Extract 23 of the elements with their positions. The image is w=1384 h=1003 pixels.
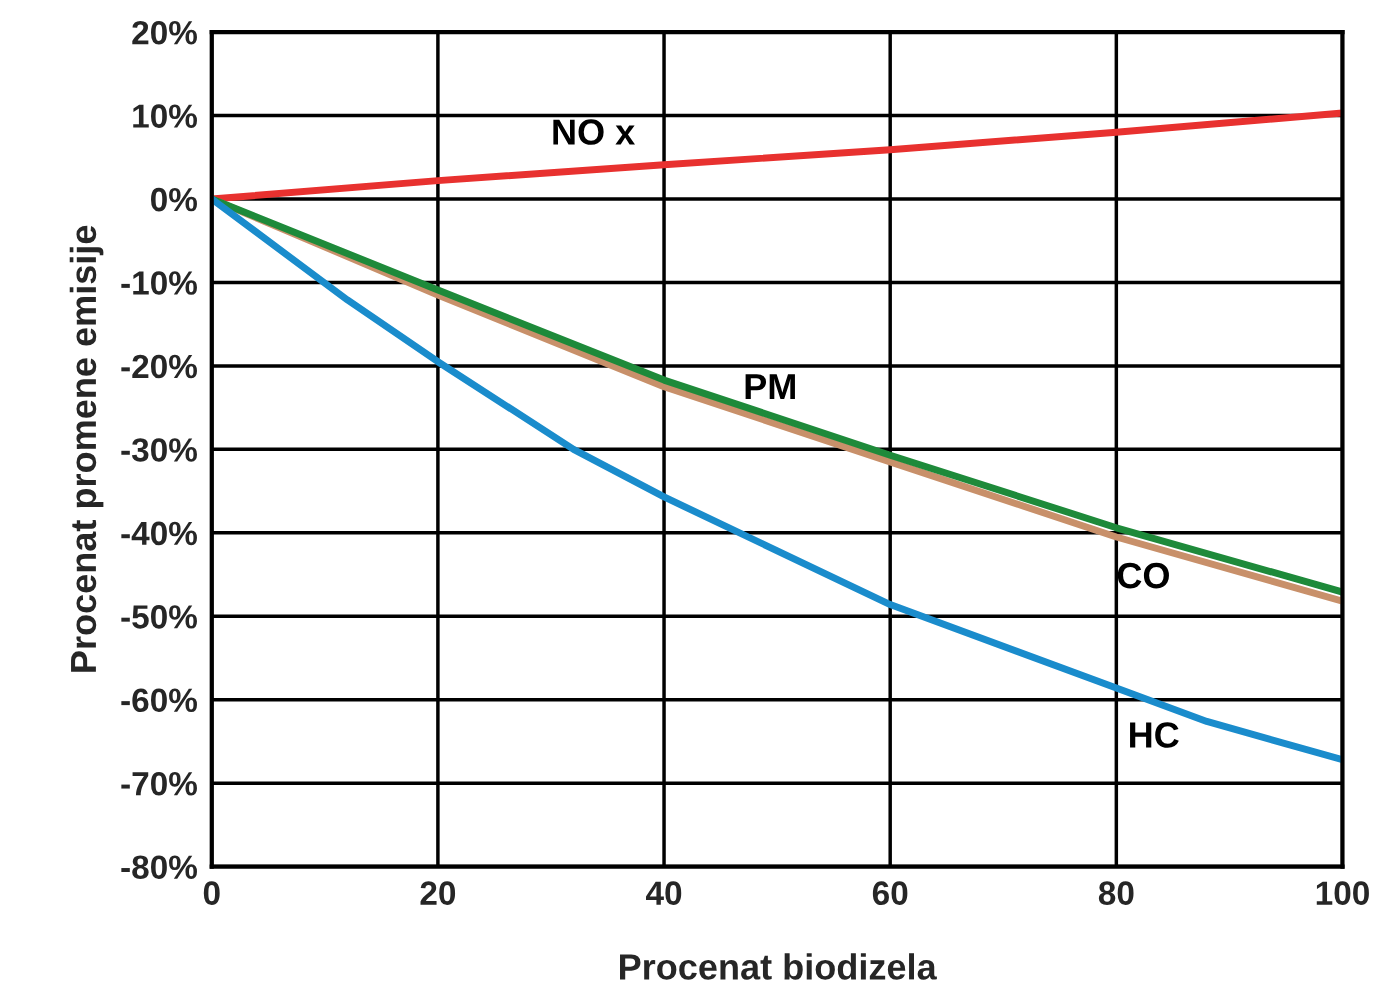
y-tick-label: -40% xyxy=(121,521,197,546)
series-label: PM xyxy=(745,374,795,400)
y-tick-label: 20% xyxy=(132,20,197,45)
x-tick-label: 60 xyxy=(872,881,908,905)
y-axis-title: Procenat promene emisije xyxy=(69,225,104,672)
series-label: CO xyxy=(1117,562,1169,589)
x-tick-label: 20 xyxy=(420,881,456,905)
x-tick-label: 80 xyxy=(1098,881,1134,905)
y-tick-label: -80% xyxy=(121,855,197,879)
x-tick-label: 40 xyxy=(646,881,682,905)
y-tick-label: -20% xyxy=(121,354,197,379)
y-tick-label: -50% xyxy=(121,605,197,629)
x-tick-label: 0 xyxy=(203,881,220,905)
series-label: HC xyxy=(1130,722,1179,748)
x-tick-label: 100 xyxy=(1316,881,1369,905)
y-tick-label: -60% xyxy=(121,688,197,713)
y-tick-label: 10% xyxy=(133,104,197,128)
y-tick-label: -30% xyxy=(121,438,197,462)
y-tick-label: 0% xyxy=(151,187,197,212)
x-axis-title: Procenat biodizela xyxy=(620,953,937,980)
series-label: NO x xyxy=(553,119,635,145)
y-tick-label: -70% xyxy=(121,771,197,796)
y-tick-label: -10% xyxy=(121,271,197,295)
